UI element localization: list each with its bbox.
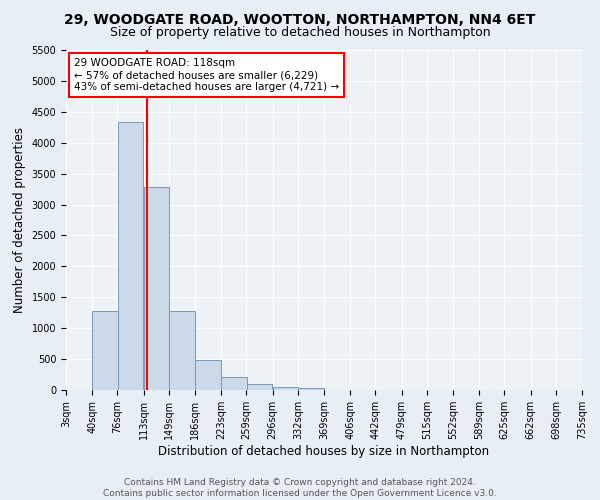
Bar: [144, 186, 169, 390]
Text: Size of property relative to detached houses in Northampton: Size of property relative to detached ho…: [110, 26, 490, 39]
Bar: [298, 388, 324, 390]
Text: Contains HM Land Registry data © Crown copyright and database right 2024.
Contai: Contains HM Land Registry data © Crown c…: [103, 478, 497, 498]
Bar: [118, 122, 143, 390]
Bar: [195, 360, 221, 390]
X-axis label: Distribution of detached houses by size in Northampton: Distribution of detached houses by size …: [158, 445, 490, 458]
Bar: [169, 311, 195, 390]
Text: 29, WOODGATE ROAD, WOOTTON, NORTHAMPTON, NN4 6ET: 29, WOODGATE ROAD, WOOTTON, NORTHAMPTON,…: [64, 12, 536, 26]
Bar: [247, 384, 272, 390]
Bar: [221, 376, 247, 390]
Bar: [92, 312, 118, 390]
Text: 29 WOODGATE ROAD: 118sqm
← 57% of detached houses are smaller (6,229)
43% of sem: 29 WOODGATE ROAD: 118sqm ← 57% of detach…: [74, 58, 339, 92]
Bar: [273, 387, 298, 390]
Y-axis label: Number of detached properties: Number of detached properties: [13, 127, 26, 313]
